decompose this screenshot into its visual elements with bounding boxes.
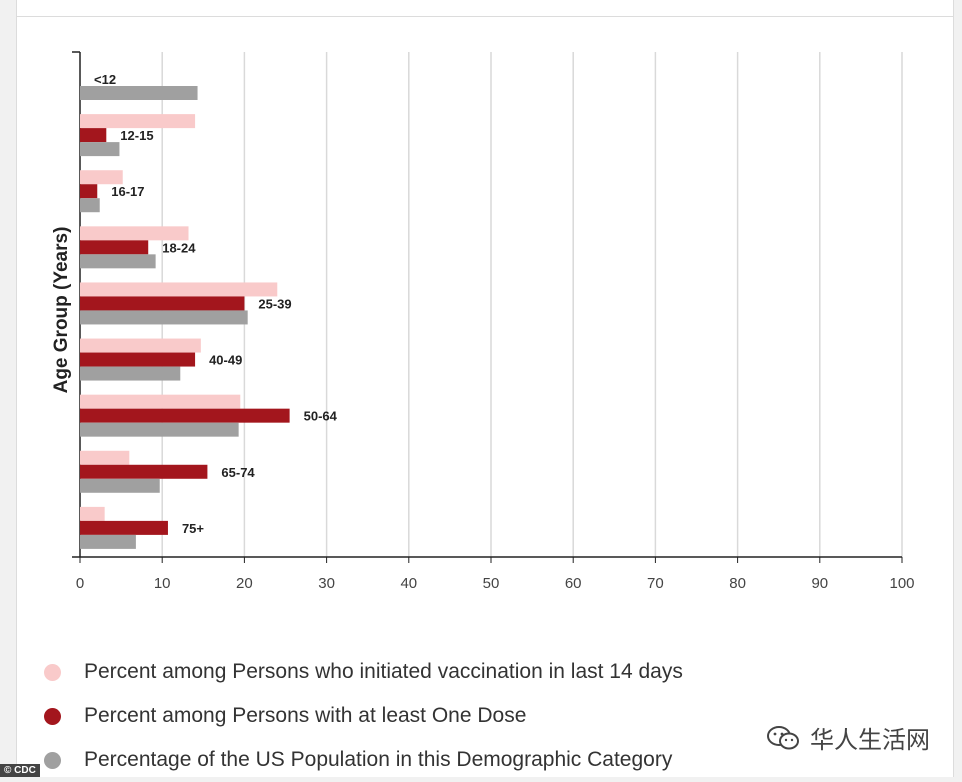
bar-65-74-series-1 bbox=[80, 464, 208, 479]
bar-12-15-series-2 bbox=[80, 142, 120, 157]
chart-legend: Percent among Persons who initiated vacc… bbox=[44, 650, 683, 782]
bar-50-64-series-1 bbox=[80, 408, 290, 423]
x-tick-label-20: 20 bbox=[236, 575, 253, 592]
x-tick-label-10: 10 bbox=[154, 575, 171, 592]
category-label-65-74: 65-74 bbox=[221, 465, 255, 480]
bar-50-64-series-0 bbox=[80, 394, 241, 409]
category-label-40-49: 40-49 bbox=[209, 353, 242, 368]
watermark: 华人生活网 bbox=[766, 720, 930, 755]
bar-25-39-series-2 bbox=[80, 310, 248, 325]
bar-50-64-series-2 bbox=[80, 422, 239, 437]
bar-18-24-series-2 bbox=[80, 254, 156, 269]
legend-dot-one-dose bbox=[44, 707, 61, 725]
bar-40-49-series-0 bbox=[80, 338, 201, 353]
legend-item-initiated: Percent among Persons who initiated vacc… bbox=[44, 650, 683, 694]
legend-dot-population bbox=[44, 751, 61, 769]
bar-<12-series-2 bbox=[80, 86, 198, 100]
bar-18-24-series-0 bbox=[80, 226, 189, 241]
x-tick-label-60: 60 bbox=[565, 575, 582, 592]
category-label-50-64: 50-64 bbox=[304, 409, 338, 424]
category-label-16-17: 16-17 bbox=[111, 184, 144, 199]
bar-75+-series-2 bbox=[80, 534, 136, 549]
bar-12-15-series-0 bbox=[80, 114, 196, 129]
x-tick-label-90: 90 bbox=[811, 575, 828, 592]
category-label-75+: 75+ bbox=[182, 521, 204, 536]
bar-18-24-series-1 bbox=[80, 240, 149, 255]
watermark-text: 华人生活网 bbox=[810, 727, 930, 754]
bar-12-15-series-1 bbox=[80, 128, 107, 143]
image-credit: © CDC bbox=[0, 764, 40, 777]
category-label-18-24: 18-24 bbox=[162, 240, 196, 255]
x-tick-label-40: 40 bbox=[400, 575, 417, 592]
x-tick-label-30: 30 bbox=[318, 575, 335, 592]
legend-dot-initiated bbox=[44, 663, 61, 681]
bar-25-39-series-1 bbox=[80, 296, 245, 311]
x-tick-label-70: 70 bbox=[647, 575, 664, 592]
category-label-12-15: 12-15 bbox=[120, 128, 153, 143]
category-label-<12: <12 bbox=[94, 72, 116, 87]
bar-40-49-series-1 bbox=[80, 352, 196, 367]
legend-label-population: Percentage of the US Population in this … bbox=[84, 748, 673, 771]
y-axis-title: Age Group (Years) bbox=[51, 227, 72, 394]
x-tick-label-80: 80 bbox=[729, 575, 746, 592]
legend-label-initiated: Percent among Persons who initiated vacc… bbox=[84, 660, 683, 683]
bar-40-49-series-2 bbox=[80, 366, 181, 381]
bar-16-17-series-1 bbox=[80, 184, 98, 199]
legend-label-one-dose: Percent among Persons with at least One … bbox=[84, 704, 527, 727]
bar-16-17-series-2 bbox=[80, 198, 100, 213]
card-divider bbox=[17, 16, 953, 17]
bar-75+-series-1 bbox=[80, 520, 168, 535]
legend-item-one-dose: Percent among Persons with at least One … bbox=[44, 694, 683, 738]
x-tick-label-100: 100 bbox=[889, 575, 914, 592]
wechat-icon bbox=[767, 725, 799, 749]
legend-item-population: Percentage of the US Population in this … bbox=[44, 738, 683, 782]
category-label-25-39: 25-39 bbox=[258, 296, 291, 311]
bar-75+-series-0 bbox=[80, 506, 105, 521]
x-tick-label-50: 50 bbox=[483, 575, 500, 592]
bar-25-39-series-0 bbox=[80, 282, 278, 297]
bar-65-74-series-0 bbox=[80, 450, 130, 465]
chart-card bbox=[16, 0, 954, 777]
x-tick-label-0: 0 bbox=[76, 575, 84, 592]
bar-16-17-series-0 bbox=[80, 170, 123, 185]
bar-65-74-series-2 bbox=[80, 478, 160, 493]
